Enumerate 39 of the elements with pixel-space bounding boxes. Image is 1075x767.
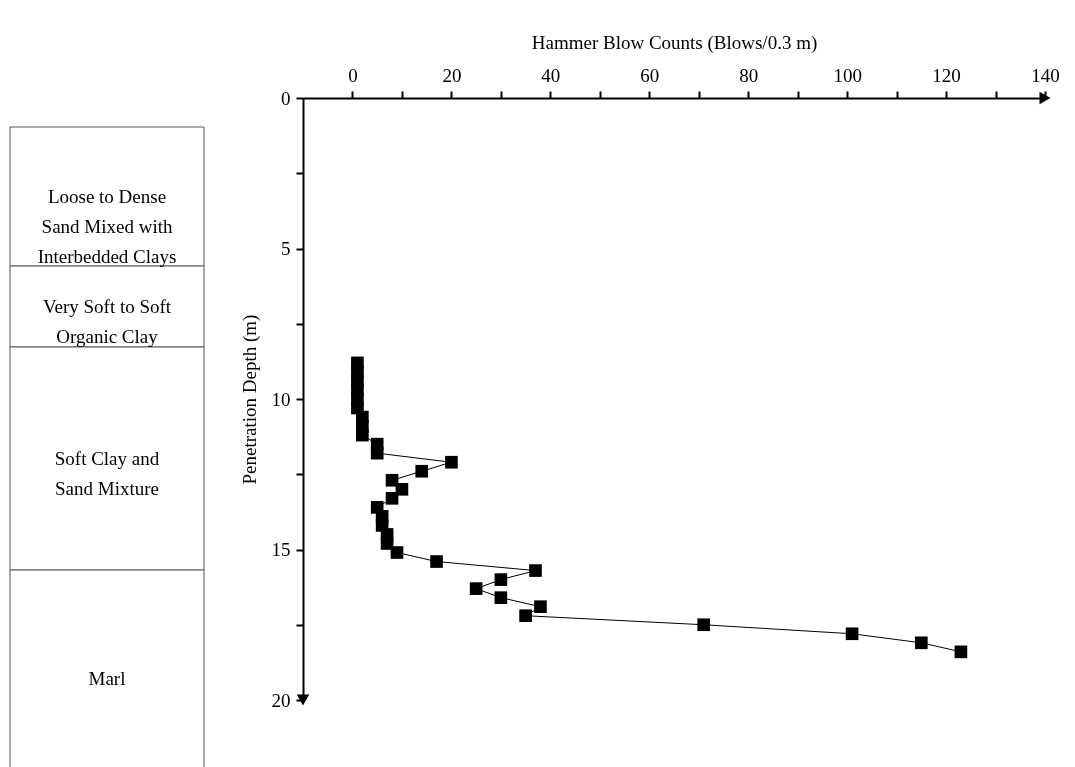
point bbox=[845, 627, 859, 641]
x-tick-label: 0 bbox=[348, 64, 358, 86]
text: Soft Clay and Sand Mixture bbox=[54, 447, 160, 499]
point bbox=[395, 482, 409, 496]
point bbox=[370, 446, 384, 460]
x-tick-label: 140 bbox=[1031, 64, 1060, 86]
point bbox=[494, 591, 508, 604]
text: Very Soft to Soft Organic Clay bbox=[42, 295, 172, 347]
y-tick-label: 10 bbox=[271, 388, 291, 410]
y-axis-title: Penetration Depth (m) bbox=[238, 314, 261, 485]
point bbox=[380, 537, 394, 550]
point bbox=[534, 600, 547, 614]
y-tick-label: 15 bbox=[271, 539, 291, 560]
point bbox=[356, 428, 369, 442]
x-axis-title: Hammer Blow Counts (Blows/0.3 m) bbox=[531, 31, 818, 54]
y-tick-label: 0 bbox=[281, 87, 291, 109]
point bbox=[385, 492, 399, 505]
text: Marl bbox=[88, 668, 126, 689]
point bbox=[529, 564, 542, 577]
x-tick-label: 60 bbox=[640, 64, 660, 86]
point bbox=[915, 636, 928, 650]
point bbox=[430, 555, 443, 568]
x-tick-label: 100 bbox=[833, 64, 862, 86]
x-tick-label: 80 bbox=[739, 64, 759, 86]
y-tick-label: 20 bbox=[271, 689, 291, 711]
point bbox=[519, 609, 532, 623]
point bbox=[954, 645, 968, 659]
point bbox=[697, 618, 710, 632]
point bbox=[385, 473, 399, 487]
point bbox=[494, 573, 508, 586]
point bbox=[445, 455, 458, 469]
x-tick-label: 40 bbox=[541, 64, 561, 86]
x-tick-label: 20 bbox=[442, 64, 462, 86]
point bbox=[415, 464, 429, 478]
x-tick-label: 120 bbox=[932, 64, 961, 86]
text: Loose to Dense Sand Mixed with Interbedded Clays bbox=[37, 185, 177, 267]
y-tick-label: 5 bbox=[281, 238, 291, 259]
point bbox=[469, 582, 483, 595]
point bbox=[390, 546, 404, 559]
